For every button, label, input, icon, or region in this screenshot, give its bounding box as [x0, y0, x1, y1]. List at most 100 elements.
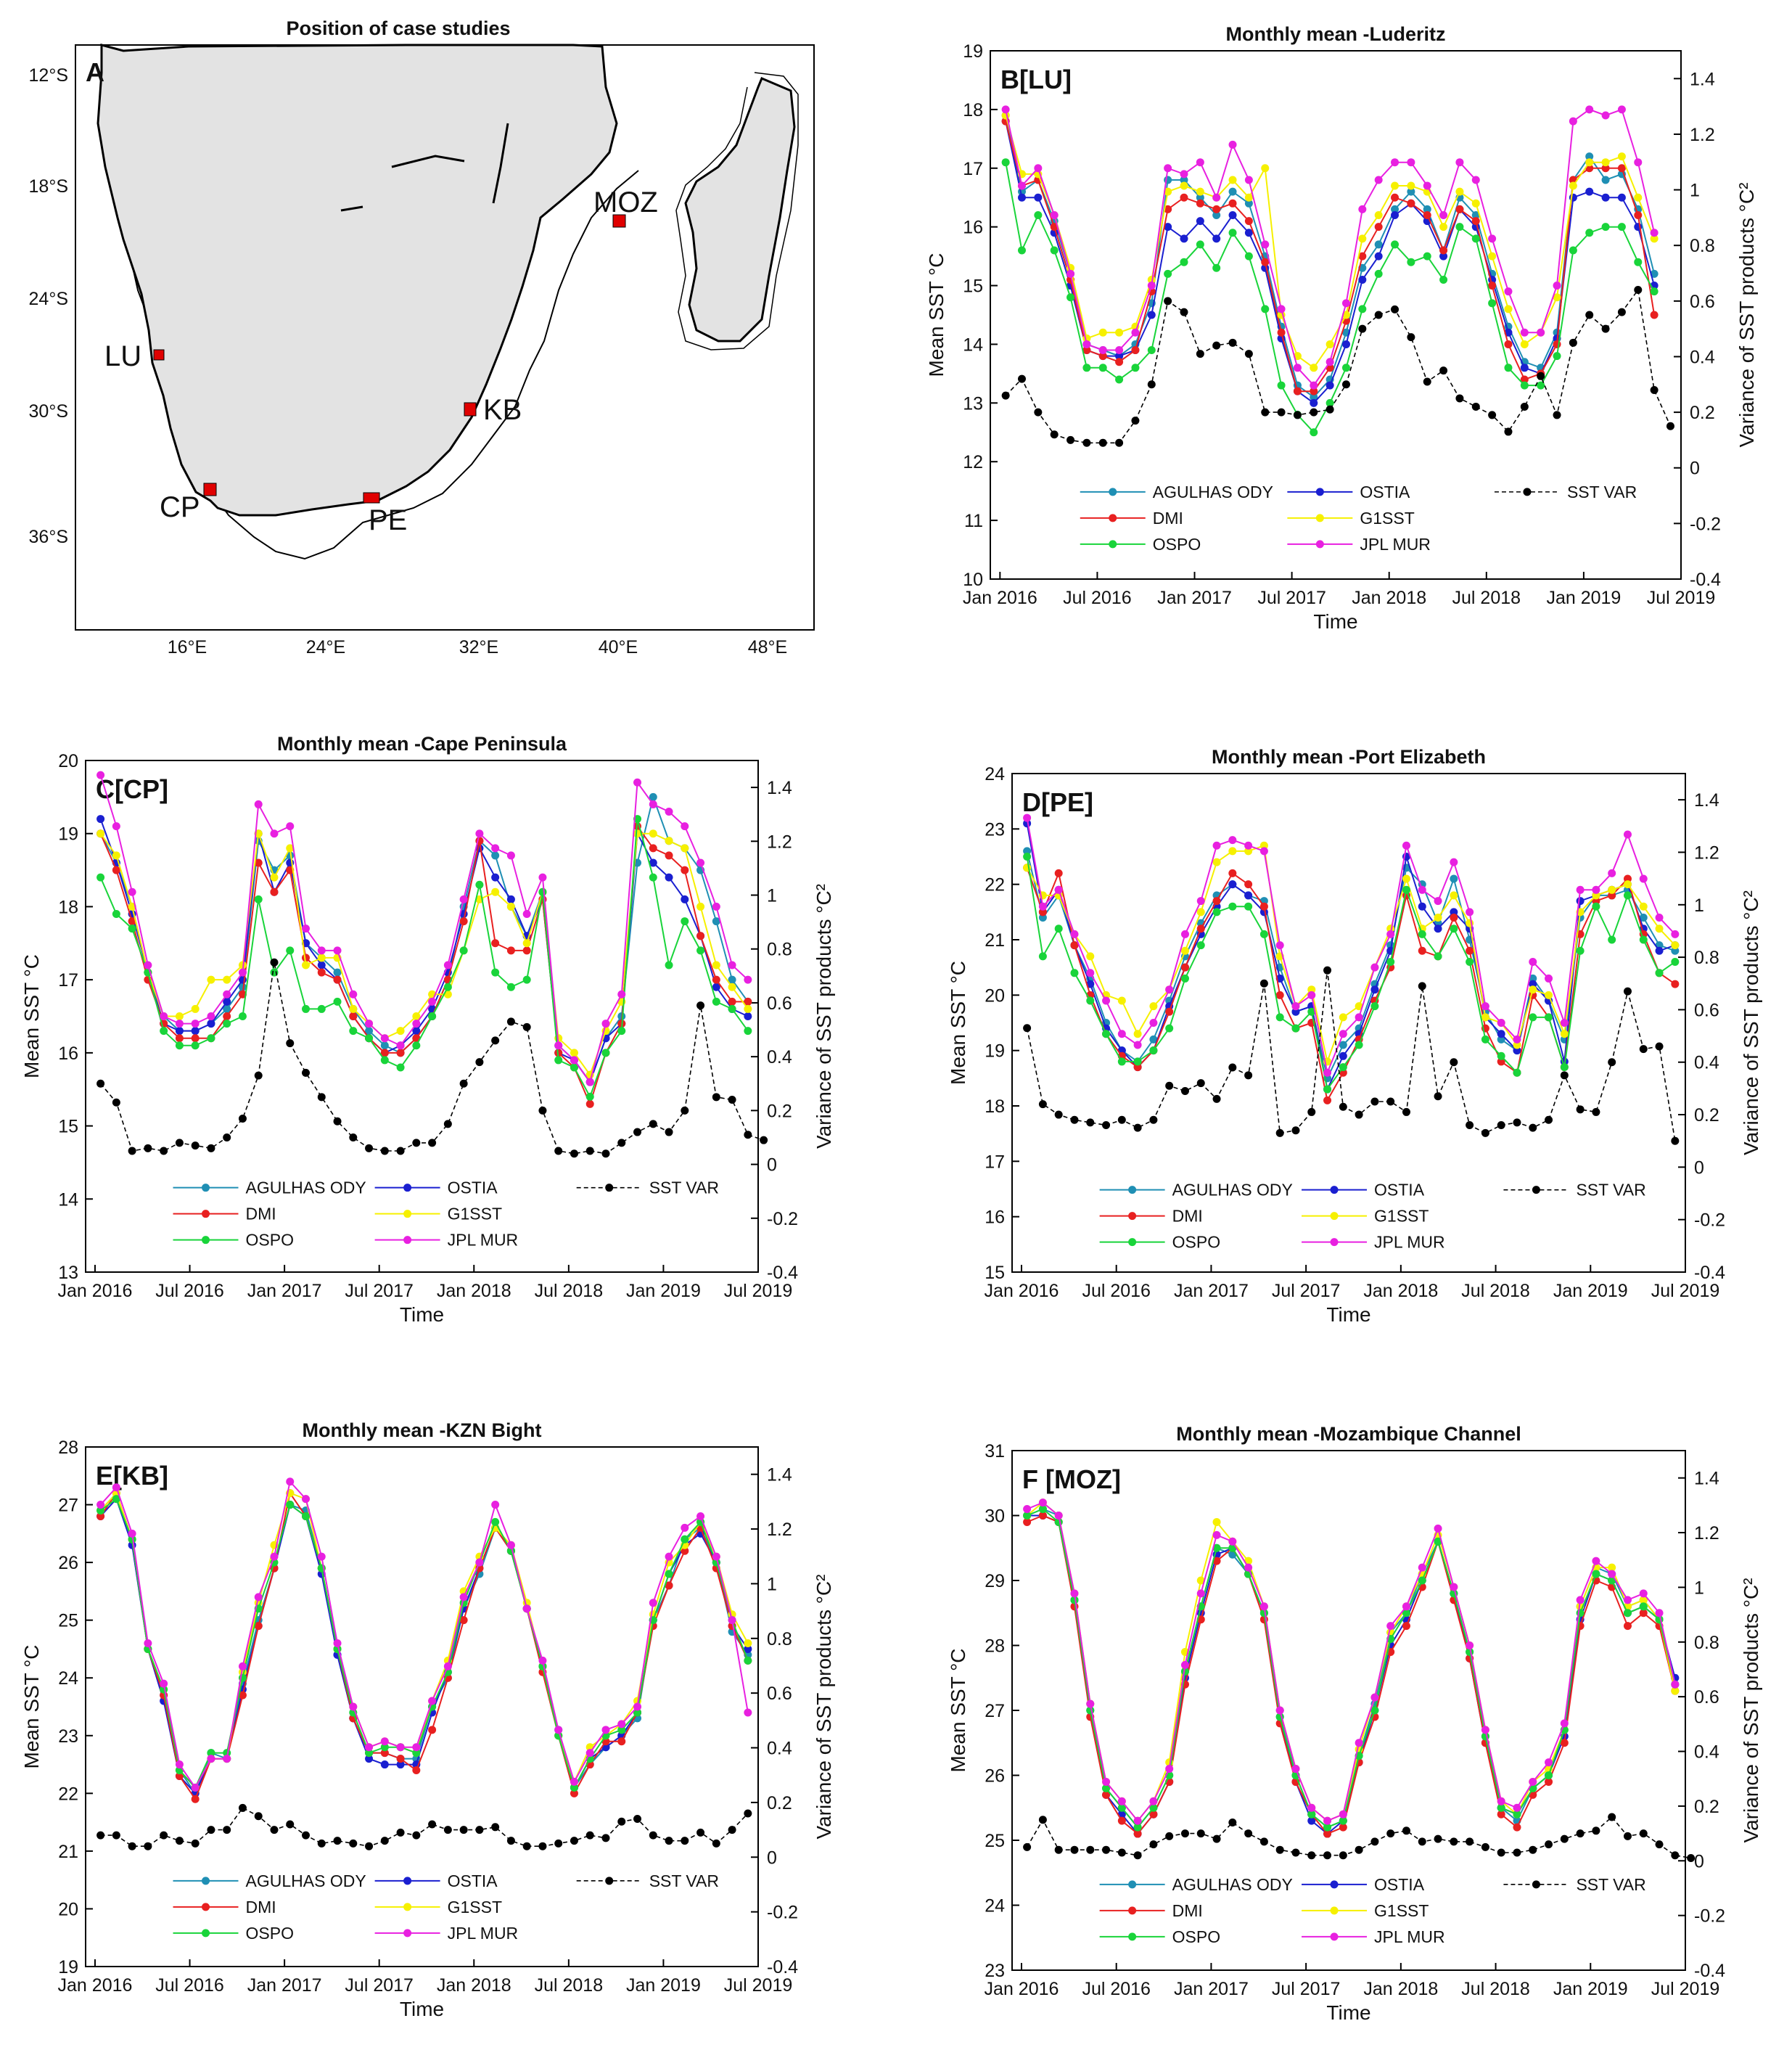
point-sst-var	[1149, 1840, 1158, 1849]
legend-marker-agulhas	[202, 1877, 210, 1885]
point-sst-var	[223, 1133, 231, 1141]
point-jpl	[1307, 991, 1316, 999]
point-ostia	[207, 1020, 215, 1028]
point-ospo	[380, 1056, 389, 1065]
point-g1sst	[1639, 902, 1648, 911]
point-g1sst	[1244, 193, 1253, 202]
legend-label-g1sst: G1SST	[1374, 1901, 1429, 1920]
y-tick-label: 16	[963, 218, 983, 238]
point-dmi	[1439, 246, 1448, 255]
point-g1sst	[1520, 340, 1529, 348]
y2-axis-label: Variance of SST products °C²	[813, 884, 835, 1149]
point-g1sst	[1569, 181, 1577, 190]
point-dmi	[1244, 217, 1253, 226]
y2-tick-label: 1	[1694, 1578, 1704, 1598]
point-g1sst	[302, 961, 311, 969]
panel-label: E[KB]	[96, 1461, 168, 1491]
panel-label: D[PE]	[1022, 787, 1093, 817]
point-dmi	[1608, 891, 1616, 900]
point-sst-var	[696, 1828, 705, 1837]
point-sst-var	[1434, 1092, 1442, 1101]
point-ospo	[1488, 299, 1497, 308]
point-jpl	[1355, 1739, 1363, 1747]
point-dmi	[459, 1616, 468, 1625]
point-dmi	[380, 1049, 389, 1057]
map-lat-label: 30°S	[29, 401, 68, 422]
y2-tick-label: 0.4	[1694, 1053, 1719, 1073]
point-ospo	[1323, 1085, 1332, 1094]
y-tick-label: 16	[985, 1208, 1005, 1228]
point-sst-var	[1545, 1840, 1553, 1849]
map-lon-label: 32°E	[459, 637, 498, 657]
y2-tick-label: 1.2	[1690, 125, 1715, 145]
y-tick-label: 24	[985, 764, 1005, 784]
point-ostia	[1180, 234, 1188, 243]
legend-marker-agulhas	[202, 1184, 210, 1192]
point-sst-var	[270, 958, 279, 967]
legend-marker-ospo	[202, 1929, 210, 1938]
x-tick-label: Jan 2019	[626, 1975, 701, 1996]
y2-tick-label: 0.6	[1690, 292, 1715, 312]
point-jpl	[302, 924, 311, 933]
point-ospo	[1133, 1823, 1142, 1832]
point-sst-var	[1529, 1845, 1537, 1854]
point-g1sst	[286, 844, 295, 853]
point-g1sst	[1358, 234, 1367, 243]
point-sst-var	[1623, 987, 1632, 996]
point-jpl	[1592, 1557, 1600, 1565]
point-jpl	[1569, 117, 1577, 126]
point-jpl	[1086, 969, 1095, 977]
y-tick-label: 17	[963, 159, 983, 179]
x-tick-label: Jul 2019	[1651, 1979, 1720, 1999]
point-ostia	[1439, 252, 1448, 261]
point-ospo	[1310, 428, 1318, 437]
africa-landmass	[96, 44, 618, 517]
point-g1sst	[506, 902, 515, 911]
point-jpl	[1054, 885, 1063, 894]
legend-label-jpl: JPL MUR	[448, 1231, 519, 1250]
site-marker-pe	[363, 492, 380, 504]
point-ostia	[506, 895, 515, 903]
point-sst-var	[302, 1068, 311, 1077]
point-ostia	[1391, 210, 1400, 219]
point-ospo	[1513, 1810, 1521, 1819]
point-jpl	[538, 873, 547, 882]
x-tick-label: Jul 2016	[1082, 1979, 1151, 1999]
point-sst-var	[1212, 1094, 1221, 1103]
x-axis-label: Time	[400, 1998, 444, 2020]
point-jpl	[1418, 1563, 1426, 1572]
y-tick-label: 12	[963, 452, 983, 472]
point-agulhas	[1212, 210, 1221, 219]
point-g1sst	[1601, 158, 1610, 167]
site-label-pe: PE	[369, 504, 407, 536]
point-dmi	[1293, 387, 1302, 395]
legend-marker-ospo	[202, 1236, 210, 1245]
point-sst-var	[712, 1093, 720, 1102]
point-ospo	[96, 1506, 105, 1515]
legend-marker-jpl	[1330, 1932, 1339, 1941]
legend-marker-agulhas	[1128, 1186, 1137, 1194]
point-jpl	[665, 808, 673, 816]
point-ospo	[1212, 263, 1221, 272]
point-sst-var	[1576, 1105, 1585, 1114]
point-ostia	[1576, 897, 1585, 906]
legend-marker-sst-var	[1523, 488, 1532, 496]
point-jpl	[302, 1495, 311, 1504]
point-g1sst	[1147, 275, 1156, 284]
point-sst-var	[1070, 1115, 1079, 1124]
point-ospo	[1131, 364, 1140, 372]
point-g1sst	[665, 837, 673, 845]
point-jpl	[459, 895, 468, 903]
x-tick-label: Jul 2019	[1647, 588, 1716, 608]
point-ospo	[1212, 908, 1221, 917]
y-tick-label: 19	[985, 1041, 1005, 1062]
point-sst-var	[1339, 1102, 1347, 1111]
point-dmi	[1133, 1829, 1142, 1838]
map-lon-label: 40°E	[599, 637, 638, 657]
point-jpl	[1339, 1810, 1347, 1819]
point-ostia	[1196, 217, 1204, 226]
point-ospo	[1608, 935, 1616, 944]
legend-label-sst-var: SST VAR	[1567, 483, 1637, 501]
point-sst-var	[601, 1834, 610, 1842]
point-ostia	[1617, 193, 1626, 202]
